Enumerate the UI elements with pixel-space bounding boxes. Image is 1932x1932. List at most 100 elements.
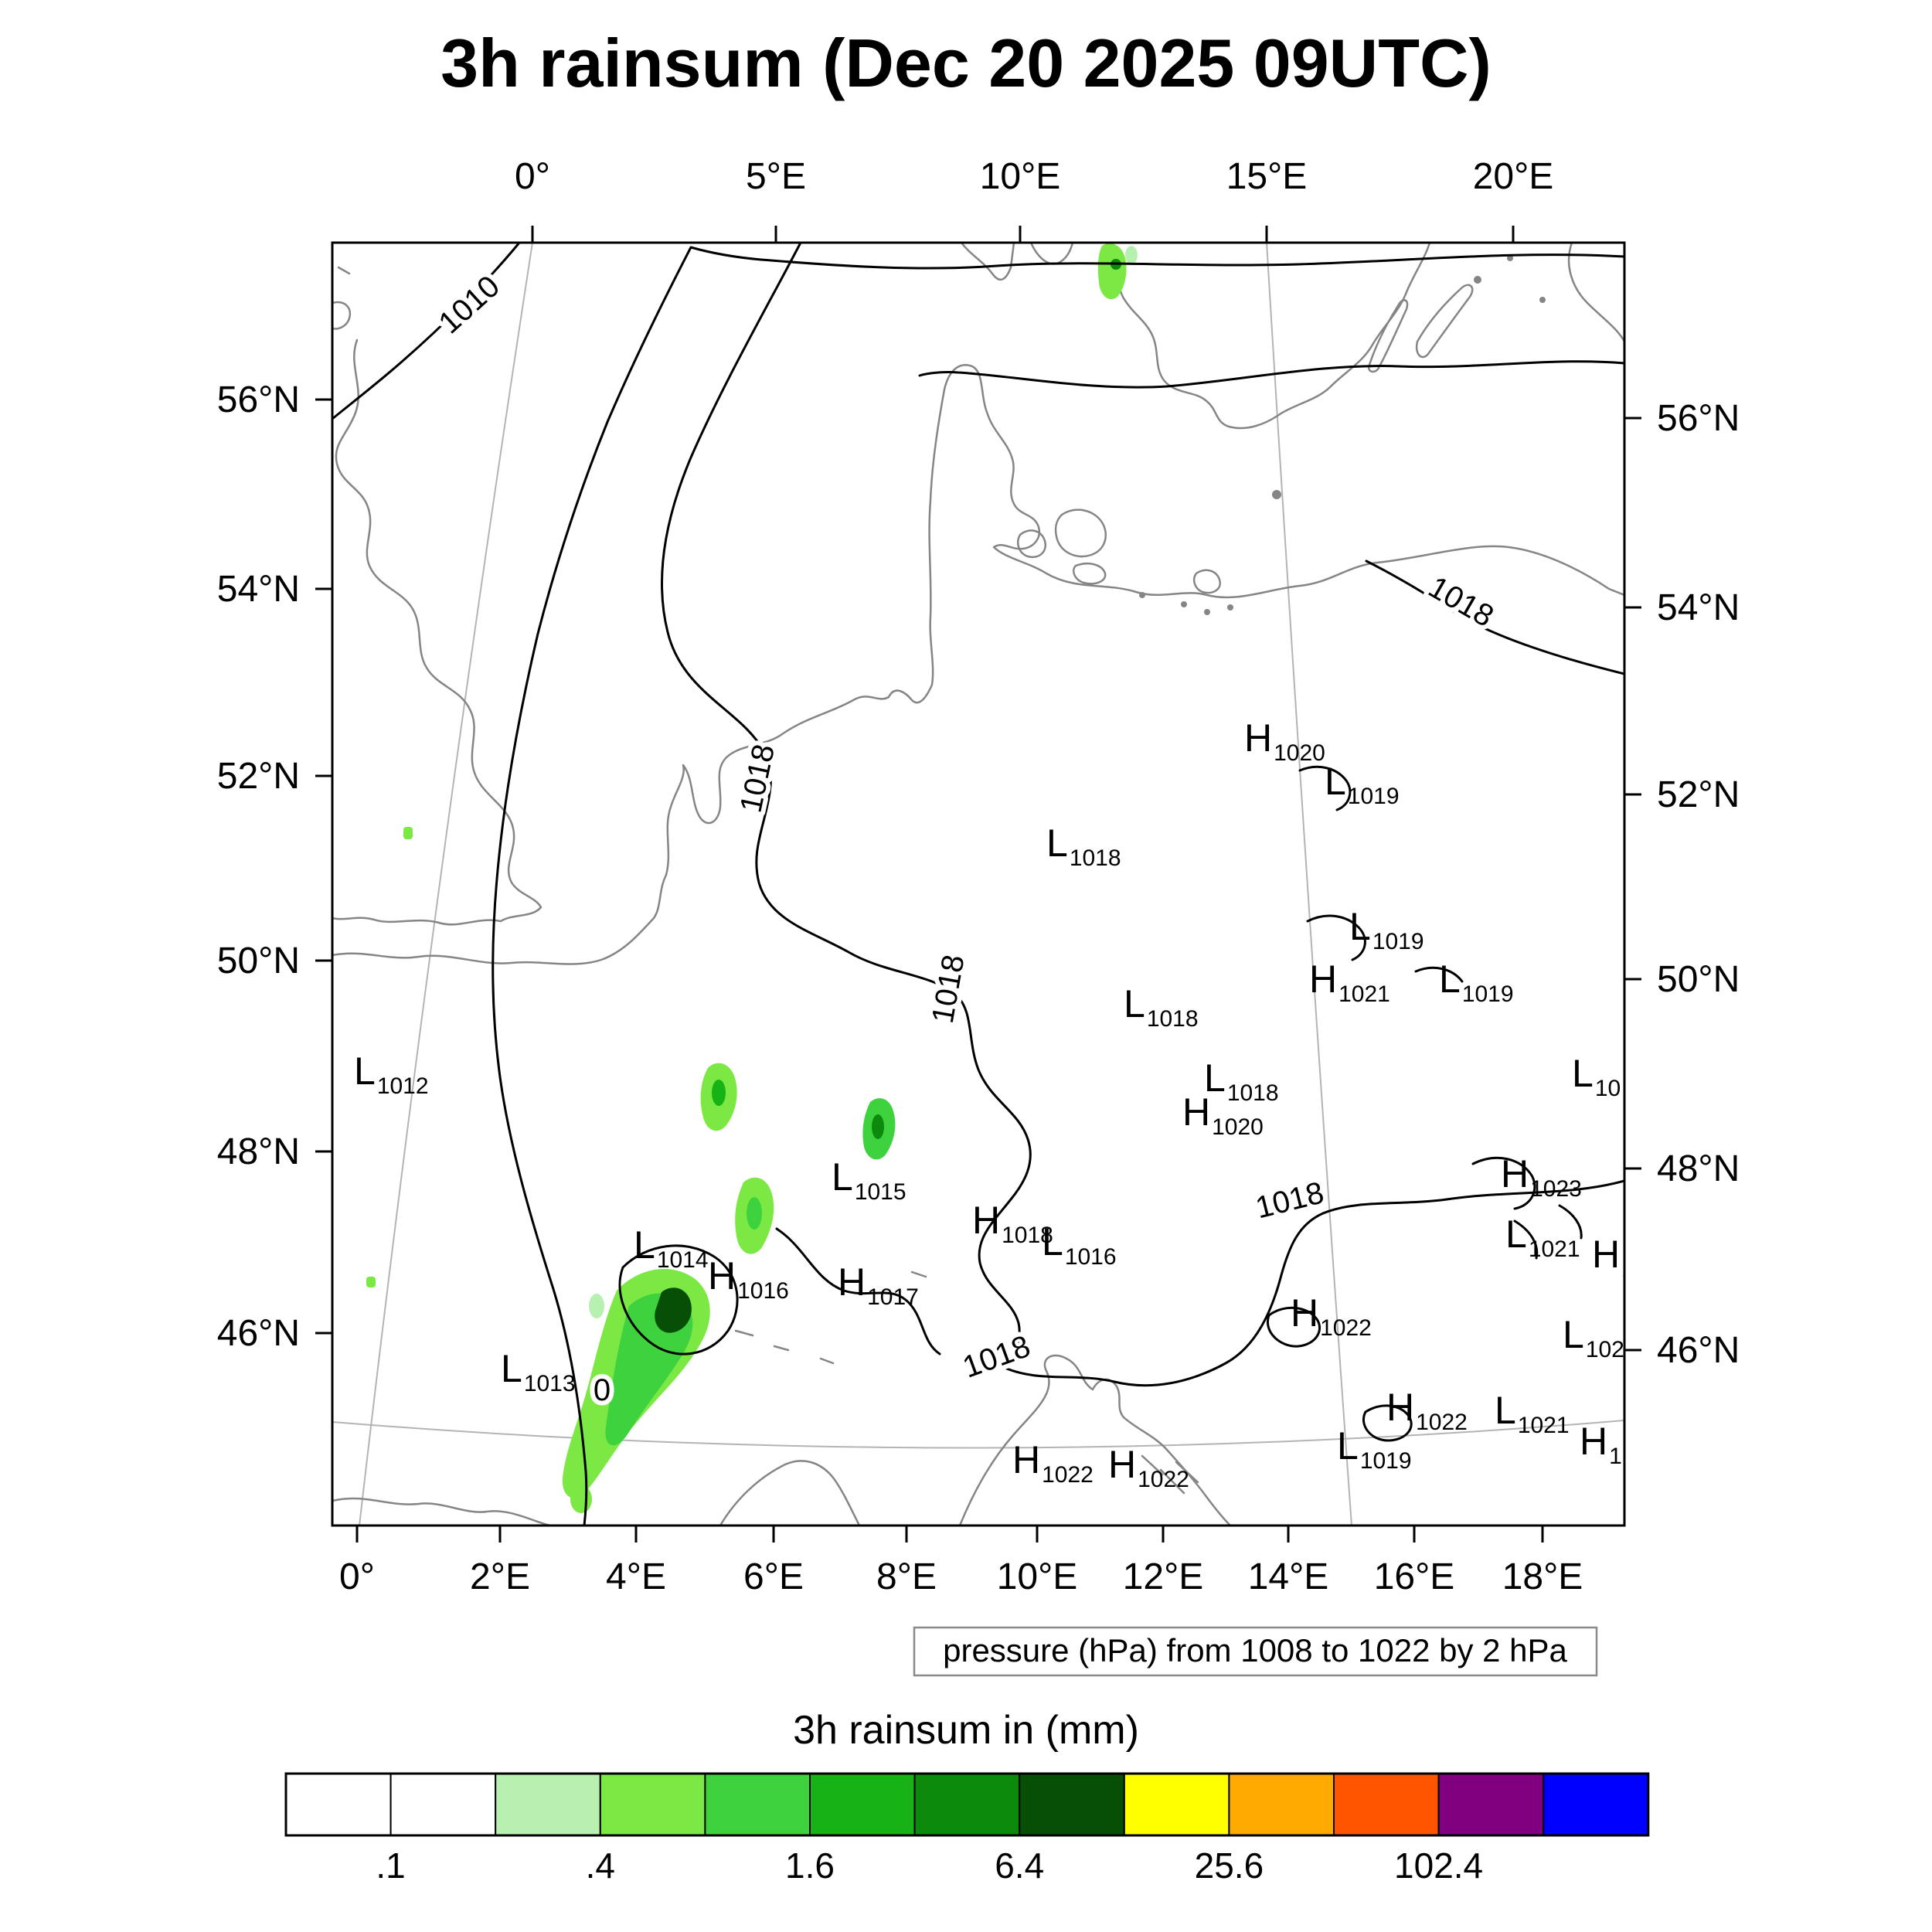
axis-label-right: 56°N [1657,398,1740,439]
pressure-value: 1021 [1529,1236,1580,1262]
pressure-value: 1018 [1147,1006,1199,1032]
coastlines [332,243,1624,1526]
isobar-1018-main [661,243,1624,1387]
pressure-value: 1016 [1065,1244,1117,1270]
pressure-letter: L [354,1049,376,1093]
colorbar-segment [599,1773,706,1836]
colorbar-tick-label: .1 [376,1845,405,1886]
pressure-center-high: H1017 [838,1260,919,1310]
axis-label-bottom: 12°E [1123,1556,1204,1597]
pressure-center-high: H1022 [1012,1438,1094,1488]
coastline-adriatic [958,1354,1232,1526]
pressure-value: 1018 [1002,1223,1053,1248]
pressure-center-low: L1013 [501,1347,576,1396]
island-speck [1539,297,1546,303]
coastline-funen [1017,529,1047,559]
coastline-croatian-islands [1141,1454,1199,1495]
rain-core [712,1080,726,1106]
pressure-value: 1019 [1360,1448,1412,1474]
axis-label-left: 50°N [217,940,300,981]
isobar-small-arc [1298,765,1352,811]
pressure-caption-text: pressure (hPa) from 1008 to 1022 by 2 hP… [943,1632,1567,1668]
pressure-center-high: H1021 [1309,957,1390,1007]
axis-label-left: 56°N [217,379,300,420]
meridian-15deg [1266,243,1352,1526]
pressure-value: 1022 [1416,1410,1468,1435]
pressure-center-low: L1018 [1124,982,1199,1032]
axis-label-bottom: 6°E [743,1556,804,1597]
isobar-label: 1010 [433,269,507,340]
pressure-center-low: L1016 [1042,1220,1117,1270]
pressure-caption: pressure (hPa) from 1008 to 1022 by 2 hP… [913,1626,1598,1677]
colorbar-segment [1228,1773,1335,1836]
bornholm-speck [1272,490,1281,499]
axis-label-bottom: 10°E [997,1556,1078,1597]
pressure-letter: L [1563,1313,1584,1356]
pressure-center-high: H1016 [708,1254,789,1304]
pressure-value: 1022 [1138,1467,1189,1492]
pressure-value: 1020 [1212,1114,1264,1140]
pressure-letter: H [1501,1152,1529,1196]
pressure-letter: L [1337,1424,1359,1468]
axis-label-left: 46°N [217,1313,300,1354]
colorbar-tick-label: 25.6 [1195,1845,1264,1886]
colorbar-segment [1437,1773,1545,1836]
pressure-letter: L [1572,1052,1594,1095]
pressure-center-high: H1022 [1386,1386,1468,1435]
axis-label-bottom: 8°E [876,1556,937,1597]
rain-core-dark [655,1287,692,1333]
pressure-letter: H [1309,957,1337,1001]
coastline-scotland-bits [332,266,352,330]
rain-core [747,1197,762,1230]
pressure-letter: H [1291,1291,1318,1335]
axis-label-bottom: 16°E [1374,1556,1455,1597]
island-speck [1507,255,1513,261]
parallel-45deg [332,1420,1624,1449]
pressure-center-low: L1019 [1325,760,1400,809]
isobar-label: 1018 [1423,570,1499,634]
pressure-value: 1019 [1462,981,1514,1007]
pressure-center-low: L10 [1572,1052,1621,1101]
colorbar-segment [389,1773,497,1836]
pressure-letter: L [1495,1389,1516,1432]
pressure-center-high: H1 [1580,1420,1622,1469]
axis-label-right: 48°N [1657,1148,1740,1189]
colorbar-tick-label: 102.4 [1394,1845,1483,1886]
map-frame [331,241,1626,1527]
axis-label-top: 15°E [1226,156,1308,197]
colorbar-segment [1019,1773,1125,1836]
coastline-zealand [1054,509,1107,558]
pressure-value: 1014 [657,1247,709,1273]
axes-layer: 0° 5°E 10°E 15°E 20°E 0° 2°E 4°E 6°E 8°E 10°E 12°E 1… [217,156,1740,1597]
meridian-0deg [359,243,533,1526]
lake-speck [1227,604,1233,611]
isobar-1018-topright [1365,560,1624,675]
axis-label-right: 52°N [1657,774,1740,815]
pressure-letter: H [1244,716,1272,760]
graticule [332,243,1624,1526]
isobar-small-arc [1414,966,1464,983]
pressure-center-high: H1018 [972,1199,1053,1248]
axis-label-top: 0° [515,156,550,197]
rain-patch [1097,243,1127,300]
pressure-value: 1018 [1227,1080,1279,1106]
colorbar-segment [1123,1773,1230,1836]
pressure-center-low: L1012 [354,1049,429,1099]
isobar-label: 0 [594,1373,611,1407]
colorbar-segment [704,1773,811,1836]
axis-label-right: 46°N [1657,1330,1740,1371]
lake-speck [1139,592,1145,598]
pressure-center-high: H1020 [1182,1090,1264,1140]
pressure-caption-box [913,1626,1598,1677]
axis-label-top: 10°E [980,156,1061,197]
pressure-value: 1018 [1070,845,1121,871]
pressure-center-high: H1022 [1108,1443,1189,1492]
colorbar-segment [1543,1773,1649,1836]
isobar-mid-squiggle [775,1227,941,1355]
axis-label-left: 48°N [217,1131,300,1172]
pressure-value: 1017 [867,1284,919,1310]
colorbar-segment [285,1773,392,1836]
pressure-letter: H [1108,1443,1136,1486]
colorbar-tick-label: .4 [586,1845,615,1886]
rain-speck [403,827,413,839]
